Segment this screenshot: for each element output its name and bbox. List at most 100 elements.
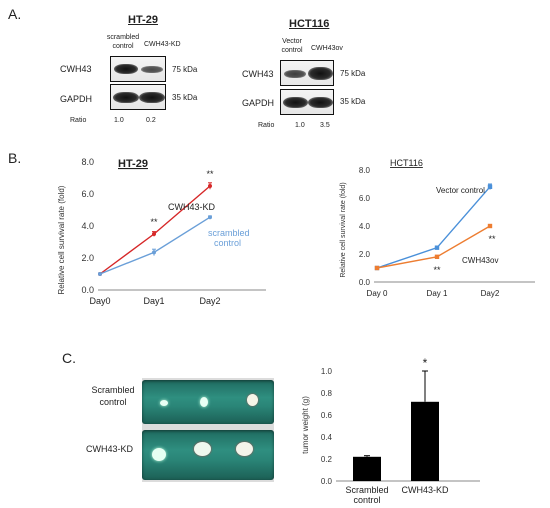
data-point	[434, 245, 440, 250]
y-tick-label: 0.0	[359, 278, 371, 287]
y-tick-label: 2.0	[359, 250, 371, 259]
band	[308, 67, 333, 80]
band	[141, 66, 163, 73]
tumor-tray-row1	[142, 380, 274, 424]
band	[114, 64, 138, 74]
x-tick-label: Day1	[143, 296, 164, 306]
blot-ht29-gapdh-image	[110, 84, 166, 110]
y-tick-label: 0.6	[321, 411, 333, 420]
blot-hct116-title: HCT116	[289, 18, 330, 30]
blot-ht29-lane1-label: scrambled control	[98, 33, 148, 51]
data-point	[374, 265, 380, 271]
blot-hct116-lane2-label: CWH43ov	[311, 45, 343, 52]
band	[139, 92, 165, 103]
y-tick-label: 8.0	[359, 166, 371, 175]
y-tick-label: 0.2	[321, 455, 333, 464]
y-tick-label: 2.0	[81, 253, 94, 263]
band	[283, 97, 308, 108]
chart-hct116-series-label-ov: CWH43ov	[462, 256, 498, 265]
data-point	[487, 223, 493, 229]
y-tick-label: 1.0	[321, 367, 333, 376]
tumor-row1-label: Scrambled control	[84, 384, 142, 408]
tumor-row1-line2: control	[99, 397, 127, 407]
y-tick-label: 4.0	[359, 222, 371, 231]
tumor-row1-line1: Scrambled	[91, 385, 135, 395]
blot-hct116-row1-label: CWH43	[242, 69, 274, 79]
data-point	[434, 254, 440, 259]
tumor	[194, 442, 211, 456]
panel-label-b: B.	[8, 150, 22, 166]
band	[308, 97, 333, 108]
tumor-photo	[142, 378, 274, 482]
blot-ht29-ratio-label: Ratio	[70, 117, 87, 124]
x-tick-label: Day0	[89, 296, 110, 306]
tumor	[236, 442, 253, 456]
tumor	[247, 394, 258, 406]
band	[284, 70, 306, 78]
data-point	[152, 232, 156, 236]
data-point	[98, 272, 102, 276]
data-point	[487, 184, 493, 189]
chart-ht29-title: HT-29	[118, 158, 148, 170]
blot-ht29-lane1-line1: scrambled	[106, 34, 140, 41]
x-tick-label: Day 1	[427, 289, 448, 298]
y-tick-label: 0.4	[321, 433, 333, 442]
chart-tumor-weight: tumor weight (g) 0.0 0.2 0.4 0.6 0.8 1.0 * Sc…	[301, 356, 480, 505]
chart-ht29-series-label-scrambled-1: scrambled	[208, 228, 250, 238]
x-tick-label: Day2	[199, 296, 220, 306]
blot-hct116-ratio-label: Ratio	[258, 122, 275, 129]
chart-hct116-series-label-vector: Vector control	[436, 186, 485, 195]
blot-ht29-ratio2: 0.2	[146, 117, 156, 124]
bar	[353, 456, 381, 481]
chart-hct116-annotation-day2: **	[488, 234, 496, 244]
blot-ht29-lane1-line2: control	[112, 43, 134, 50]
data-point	[208, 215, 212, 220]
chart-hct116-ylabel: Relative cell survival rate (fold)	[340, 182, 347, 277]
tumor-row2-label: CWH43-KD	[86, 444, 134, 454]
series-line	[99, 185, 211, 275]
x-tick-label: CWH43-KD	[401, 485, 449, 495]
blot-hct116-kda2: 35 kDa	[340, 97, 366, 106]
y-tick-label: 6.0	[81, 189, 94, 199]
panel-label-a: A.	[8, 6, 22, 22]
x-tick-label: Scrambled	[345, 485, 388, 495]
y-tick-label: 6.0	[359, 194, 371, 203]
blot-ht29-kda2: 35 kDa	[172, 93, 198, 102]
blot-hct116-cwh43-image	[280, 60, 334, 86]
blot-hct116-lane1-line1: Vector	[282, 38, 302, 45]
y-tick-label: 0.0	[321, 477, 333, 486]
x-tick-label-line2: control	[353, 495, 380, 505]
blot-ht29-lane2-label: CWH43-KD	[144, 41, 181, 48]
blot-hct116-ratio1: 1.0	[295, 122, 305, 129]
y-tick-label: 0.8	[321, 389, 333, 398]
blot-ht29-kda1: 75 kDa	[172, 65, 198, 74]
chart-tumor-weight-ylabel: tumor weight (g)	[301, 396, 310, 454]
y-tick-label: 0.0	[81, 285, 94, 295]
data-point	[152, 250, 156, 255]
panel-label-c: C.	[62, 350, 76, 366]
tumor	[152, 448, 166, 461]
chart-hct116: HCT116 Relative cell survival rate (fold…	[340, 158, 535, 298]
bar	[411, 401, 439, 481]
chart-ht29-annotation-day1: **	[150, 217, 158, 227]
chart-ht29-series-label-kd: CWH43-KD	[168, 202, 216, 212]
band	[113, 92, 139, 103]
y-tick-label: 8.0	[81, 157, 94, 167]
chart-hct116-annotation-day1: **	[433, 265, 441, 275]
chart-ht29-annotation-day2: **	[206, 169, 214, 179]
blot-ht29-row1-label: CWH43	[60, 64, 92, 74]
blot-hct116-lane1-line2: control	[281, 47, 303, 54]
chart-ht29-ylabel: Relative cell survival rate (fold)	[57, 185, 66, 294]
chart-hct116-title: HCT116	[390, 158, 423, 168]
blot-ht29-ratio1: 1.0	[114, 117, 124, 124]
blot-hct116-row2-label: GAPDH	[242, 98, 275, 108]
blot-ht29-cwh43-image	[110, 56, 166, 82]
blot-ht29-title: HT-29	[128, 14, 158, 26]
chart-ht29: HT-29 Relative cell survival rate (fold)…	[57, 157, 266, 306]
significance-marker: *	[423, 356, 428, 370]
tumor	[160, 400, 168, 406]
blot-hct116-kda1: 75 kDa	[340, 69, 366, 78]
data-point	[208, 184, 212, 188]
x-tick-label: Day 0	[367, 289, 388, 298]
